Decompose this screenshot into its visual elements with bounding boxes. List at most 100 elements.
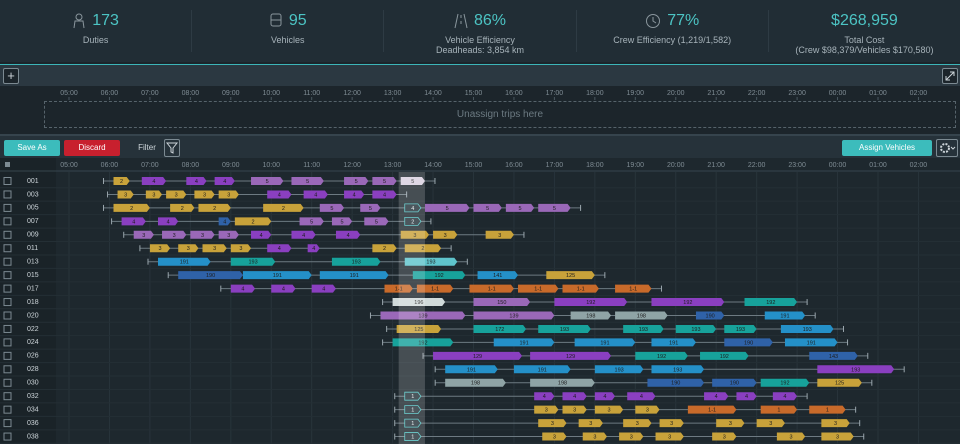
trip[interactable] <box>817 378 862 387</box>
trip[interactable] <box>623 419 652 428</box>
trip[interactable] <box>776 432 806 441</box>
trip[interactable] <box>821 432 854 441</box>
trip[interactable] <box>554 298 628 307</box>
trip[interactable] <box>809 351 858 360</box>
trip[interactable] <box>267 244 292 253</box>
row-checkbox[interactable] <box>3 271 12 280</box>
trip[interactable] <box>307 244 320 253</box>
trip[interactable] <box>166 190 187 199</box>
row-checkbox[interactable] <box>3 419 12 428</box>
trip[interactable] <box>615 284 652 293</box>
trip[interactable] <box>538 203 571 212</box>
trip[interactable] <box>647 378 705 387</box>
trip[interactable] <box>546 271 595 280</box>
trip[interactable] <box>251 177 284 185</box>
trip[interactable] <box>157 217 179 226</box>
trip[interactable] <box>267 190 292 199</box>
trip[interactable] <box>505 203 535 212</box>
trip[interactable] <box>117 190 134 199</box>
trip[interactable] <box>619 432 644 441</box>
row-checkbox[interactable] <box>3 217 12 226</box>
trip[interactable] <box>404 391 422 401</box>
trip[interactable] <box>530 351 612 360</box>
trip[interactable] <box>218 190 239 199</box>
trip[interactable] <box>360 203 381 212</box>
trip[interactable] <box>380 311 466 320</box>
trip[interactable] <box>780 324 834 333</box>
trip[interactable] <box>344 177 369 185</box>
trip[interactable] <box>724 324 757 333</box>
trip[interactable] <box>372 190 397 199</box>
trip[interactable] <box>299 217 324 226</box>
trip[interactable] <box>651 365 705 374</box>
trip[interactable] <box>594 392 616 401</box>
trip[interactable] <box>372 244 397 253</box>
trip[interactable] <box>712 432 737 441</box>
trip[interactable] <box>178 271 243 280</box>
row-checkbox[interactable] <box>3 432 12 441</box>
trip[interactable] <box>513 365 571 374</box>
row-checkbox[interactable] <box>3 405 12 414</box>
trip[interactable] <box>416 284 454 293</box>
trip[interactable] <box>469 284 514 293</box>
trip[interactable] <box>635 351 688 360</box>
trip[interactable] <box>404 216 422 226</box>
trip[interactable] <box>400 230 430 239</box>
trip[interactable] <box>404 432 422 441</box>
row-checkbox[interactable] <box>3 378 12 387</box>
trip[interactable] <box>433 230 458 239</box>
trip[interactable] <box>251 230 272 239</box>
trip[interactable] <box>724 338 773 347</box>
trip[interactable] <box>695 311 725 320</box>
trip[interactable] <box>404 405 422 415</box>
row-checkbox[interactable] <box>3 351 12 360</box>
trip[interactable] <box>651 298 725 307</box>
trip[interactable] <box>319 271 389 280</box>
trip[interactable] <box>704 392 729 401</box>
trip[interactable] <box>392 338 454 347</box>
trip[interactable] <box>412 271 466 280</box>
trip[interactable] <box>170 203 195 212</box>
trip[interactable] <box>291 177 324 185</box>
trip[interactable] <box>230 257 276 266</box>
trip[interactable] <box>404 203 422 213</box>
trip[interactable] <box>113 203 150 212</box>
trip[interactable] <box>149 244 171 253</box>
trip[interactable] <box>712 378 757 387</box>
trip[interactable] <box>594 405 624 414</box>
trip[interactable] <box>562 392 587 401</box>
trip[interactable] <box>538 324 591 333</box>
trip[interactable] <box>817 365 895 374</box>
trip[interactable] <box>821 419 850 428</box>
trip[interactable] <box>716 419 745 428</box>
trip[interactable] <box>145 190 163 199</box>
trip[interactable] <box>433 351 523 360</box>
row-checkbox[interactable] <box>3 392 12 401</box>
trip[interactable] <box>772 392 798 401</box>
trip[interactable] <box>400 177 425 185</box>
trip[interactable] <box>538 419 567 428</box>
trip[interactable] <box>623 324 664 333</box>
trip[interactable] <box>319 203 345 212</box>
trip[interactable] <box>372 177 397 185</box>
trip[interactable] <box>534 392 555 401</box>
trip[interactable] <box>242 271 312 280</box>
trip[interactable] <box>424 203 470 212</box>
trip[interactable] <box>230 244 252 253</box>
trip[interactable] <box>404 244 442 253</box>
trip[interactable] <box>651 338 696 347</box>
trip[interactable] <box>655 432 684 441</box>
trip[interactable] <box>473 324 527 333</box>
row-checkbox[interactable] <box>3 203 12 212</box>
trip[interactable] <box>760 378 810 387</box>
trip[interactable] <box>736 392 757 401</box>
trip[interactable] <box>218 230 239 239</box>
trip[interactable] <box>530 378 595 387</box>
row-checkbox[interactable] <box>3 298 12 307</box>
trip[interactable] <box>562 284 599 293</box>
trip[interactable] <box>493 338 555 347</box>
trip[interactable] <box>190 230 215 239</box>
trip[interactable] <box>404 257 458 266</box>
trip[interactable] <box>578 419 603 428</box>
trip[interactable] <box>218 217 231 226</box>
